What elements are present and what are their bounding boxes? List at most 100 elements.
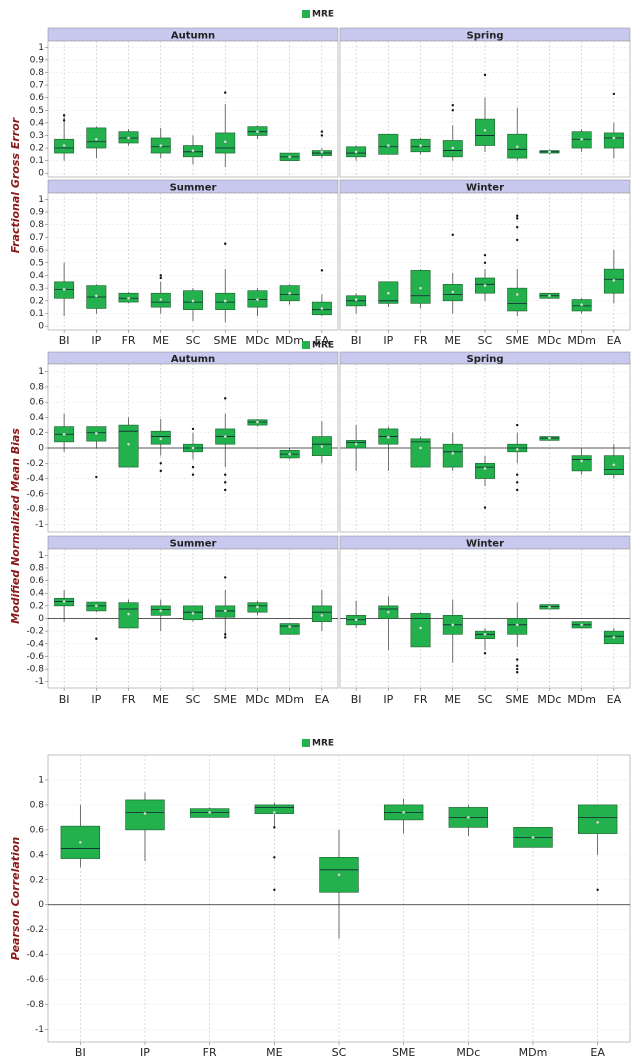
outlier xyxy=(516,664,519,668)
mean xyxy=(320,613,324,618)
outlier xyxy=(516,473,519,476)
mean xyxy=(483,283,487,288)
y-tick-label: 0.6 xyxy=(30,576,45,586)
outlier xyxy=(224,633,227,636)
outlier xyxy=(516,671,519,674)
y-tick-label: -1 xyxy=(35,520,44,530)
y-tick-label: 1 xyxy=(38,775,44,785)
outlier xyxy=(191,427,195,431)
box xyxy=(442,443,463,468)
mean xyxy=(94,137,99,142)
x-tick-label: IP xyxy=(383,693,393,706)
y-tick-label: -0.6 xyxy=(26,975,44,985)
x-tick-label: MDm xyxy=(275,334,304,347)
outlier xyxy=(224,481,227,484)
y-tick-label: -1 xyxy=(35,1025,44,1035)
mean xyxy=(579,459,584,463)
x-tick-label: MDm xyxy=(519,1046,548,1059)
outlier xyxy=(320,134,324,137)
outlier xyxy=(516,217,519,220)
mean xyxy=(515,623,520,627)
outlier xyxy=(224,473,227,476)
y-tick-label: 0.5 xyxy=(30,258,44,268)
outlier xyxy=(159,274,162,277)
mean xyxy=(272,810,277,815)
mean xyxy=(94,604,99,608)
outlier xyxy=(320,130,324,133)
y-tick-label: 0.2 xyxy=(30,428,44,438)
facet-title: Autumn xyxy=(171,31,215,42)
mean xyxy=(612,635,616,640)
y-tick-label: -0.6 xyxy=(26,652,44,662)
outlier xyxy=(224,576,227,579)
outlier xyxy=(451,104,454,107)
x-tick-label: ME xyxy=(445,693,461,706)
y-tick-label: 1 xyxy=(38,195,44,205)
y-tick-label: 0.4 xyxy=(30,850,45,860)
y-tick-label: 0.3 xyxy=(30,131,44,141)
x-tick-label: FR xyxy=(414,334,428,347)
mean xyxy=(386,435,391,440)
y-tick-label: 0.6 xyxy=(30,825,45,835)
mean xyxy=(320,150,324,154)
outlier xyxy=(224,397,227,400)
outlier xyxy=(483,506,487,509)
box xyxy=(475,462,495,479)
y-tick-label: 0.8 xyxy=(30,563,45,573)
mean xyxy=(531,835,535,840)
mean xyxy=(94,431,99,436)
outlier xyxy=(224,91,227,94)
x-tick-label: BI xyxy=(59,334,70,347)
mean xyxy=(483,466,487,471)
legend-label: MRE xyxy=(312,739,334,749)
y-tick-label: 0 xyxy=(38,900,44,910)
mean xyxy=(354,442,358,446)
mean xyxy=(450,146,455,150)
x-tick-label: SME xyxy=(506,334,529,347)
y-tick-label: 0.2 xyxy=(30,144,44,154)
x-tick-label: IP xyxy=(383,334,393,347)
mean xyxy=(126,136,131,140)
outlier xyxy=(273,856,276,859)
y-tick-label: -1 xyxy=(35,677,44,687)
outlier xyxy=(224,636,227,639)
outlier xyxy=(516,667,519,671)
x-tick-label: SC xyxy=(332,1046,347,1059)
x-tick-label: FR xyxy=(414,693,428,706)
mean xyxy=(191,299,195,303)
mean xyxy=(126,296,131,301)
outlier xyxy=(483,73,487,77)
box xyxy=(577,804,618,834)
y-tick-label: 0.9 xyxy=(30,55,45,65)
facet-title: Spring xyxy=(467,31,504,42)
mean xyxy=(354,150,358,154)
mean xyxy=(337,872,341,877)
x-tick-label: IP xyxy=(91,334,101,347)
y-tick-label: 0.4 xyxy=(30,589,45,599)
outlier xyxy=(62,119,66,122)
legend-label: MRE xyxy=(312,10,334,20)
mean xyxy=(94,293,99,298)
x-tick-label: MDc xyxy=(245,693,269,706)
y-tick-label: -0.2 xyxy=(26,627,44,637)
y-tick-label: 0.4 xyxy=(30,413,45,423)
mean xyxy=(595,820,600,825)
y-tick-label: 0.5 xyxy=(30,106,44,116)
legend-swatch xyxy=(302,739,310,747)
outlier xyxy=(159,469,162,473)
mean xyxy=(612,462,616,467)
mean xyxy=(191,446,195,450)
x-tick-label: EA xyxy=(315,334,330,347)
mean xyxy=(547,293,552,298)
mean xyxy=(223,609,228,613)
y-tick-label: 0.1 xyxy=(30,156,44,166)
outlier xyxy=(516,238,519,242)
x-tick-label: EA xyxy=(607,693,622,706)
mean xyxy=(62,287,66,292)
x-tick-label: SC xyxy=(478,334,493,347)
x-tick-label: ME xyxy=(266,1046,282,1059)
x-tick-label: MDm xyxy=(275,693,304,706)
mean xyxy=(223,434,228,439)
outlier xyxy=(273,888,276,891)
